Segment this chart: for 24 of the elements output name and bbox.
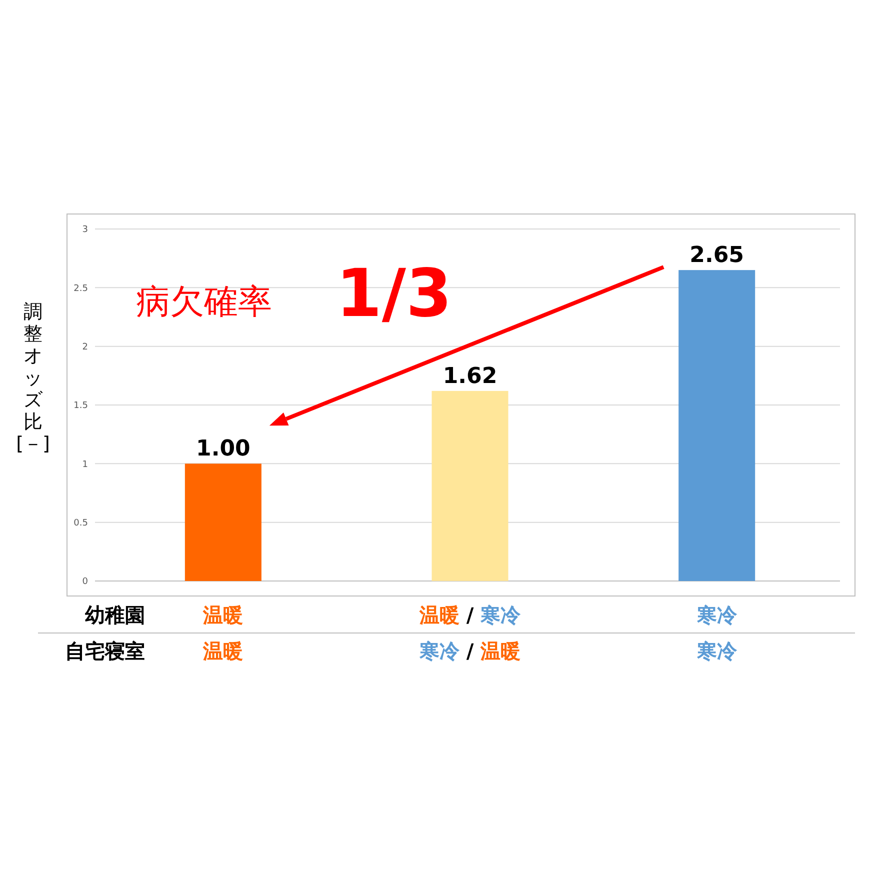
y-axis-title: 調整オッズ比 [－] [16,301,50,455]
data-label: 1.00 [196,436,250,462]
x-axis-title: 幼稚園 [85,603,145,627]
text: 寒冷 / 温暖 [418,639,521,663]
data-label: 1.62 [442,364,498,389]
annotation: 病欠確率 [136,282,272,322]
text: 寒冷 [696,639,738,663]
bar [678,270,756,581]
text: 自宅寝室 [65,639,145,663]
x-tick-label: 温暖 / 寒冷 [418,603,522,627]
y-tick-label: 2 [82,342,88,352]
bar [184,464,262,581]
data-label: 2.65 [690,243,744,268]
y-tick-label: 1 [82,460,88,470]
x-tick-label: 寒冷 [696,603,738,627]
annotation: 1/3 [336,255,452,332]
y-tick-label: 0 [82,577,88,588]
y-tick-label: 0.5 [74,518,88,528]
bar [432,390,508,581]
y-tick-label: 1.5 [74,401,88,412]
y-tick-label: 3 [82,225,88,236]
x-tick-label: 温暖 [202,603,244,627]
y-tick-label: 2.5 [74,284,88,294]
text: 温暖 [202,639,244,663]
